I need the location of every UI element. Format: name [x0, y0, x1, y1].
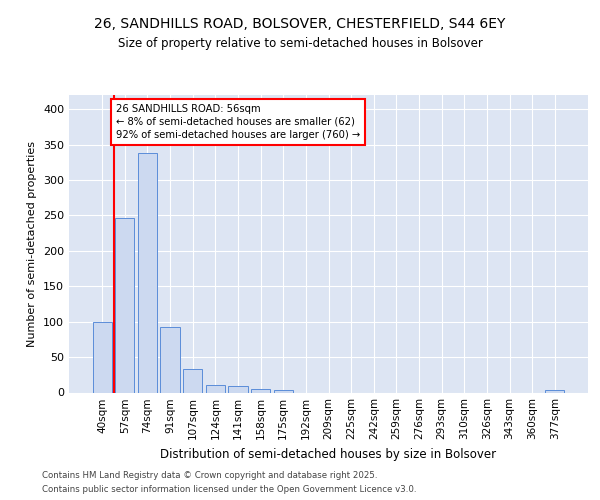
Bar	[138, 153, 157, 392]
Bar	[251, 389, 270, 392]
Bar	[206, 386, 225, 392]
Text: Contains HM Land Registry data © Crown copyright and database right 2025.: Contains HM Land Registry data © Crown c…	[42, 472, 377, 480]
Text: 26 SANDHILLS ROAD: 56sqm
← 8% of semi-detached houses are smaller (62)
92% of se: 26 SANDHILLS ROAD: 56sqm ← 8% of semi-de…	[116, 104, 360, 140]
Text: Contains public sector information licensed under the Open Government Licence v3: Contains public sector information licen…	[42, 484, 416, 494]
Bar	[183, 369, 202, 392]
Bar	[274, 390, 293, 392]
Bar	[229, 386, 248, 392]
X-axis label: Distribution of semi-detached houses by size in Bolsover: Distribution of semi-detached houses by …	[160, 448, 497, 461]
Text: Size of property relative to semi-detached houses in Bolsover: Size of property relative to semi-detach…	[118, 38, 482, 51]
Bar	[92, 322, 112, 392]
Bar	[545, 390, 565, 392]
Bar	[115, 218, 134, 392]
Y-axis label: Number of semi-detached properties: Number of semi-detached properties	[28, 141, 37, 347]
Text: 26, SANDHILLS ROAD, BOLSOVER, CHESTERFIELD, S44 6EY: 26, SANDHILLS ROAD, BOLSOVER, CHESTERFIE…	[94, 18, 506, 32]
Bar	[160, 328, 180, 392]
